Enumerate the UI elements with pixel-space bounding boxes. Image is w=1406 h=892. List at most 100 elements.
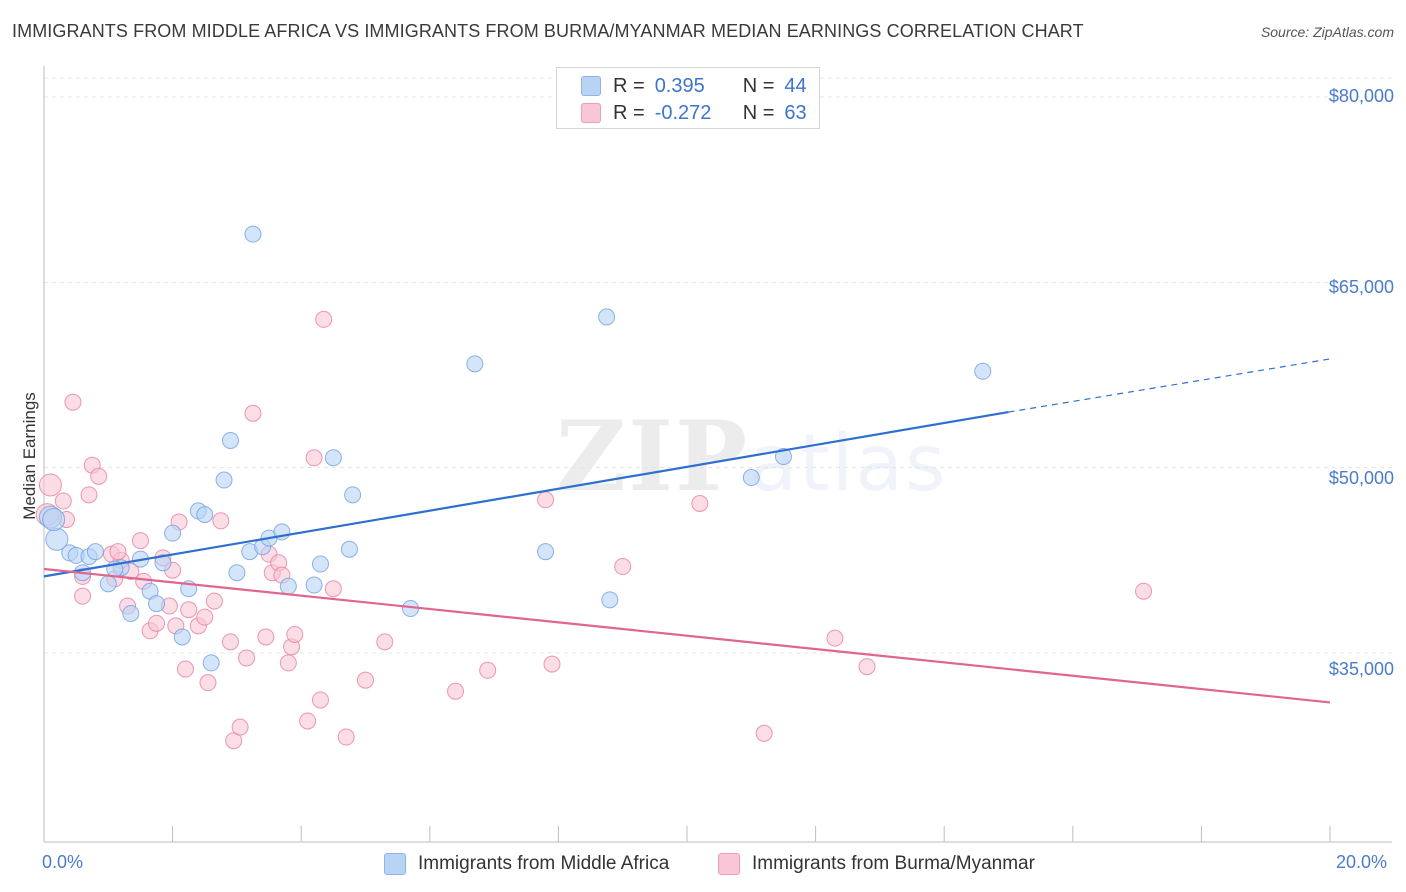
- series-legend-burma-myanmar: Immigrants from Burma/Myanmar: [718, 852, 1035, 876]
- trend-line-middle-africa-projection: [1008, 358, 1331, 413]
- data-point-burma-myanmar: [286, 625, 304, 643]
- data-point-burma-myanmar: [238, 649, 256, 667]
- data-point-burma-myanmar: [54, 492, 72, 510]
- legend-n-label: N =: [742, 74, 775, 97]
- chart-source: Source: ZipAtlas.com: [1260, 24, 1394, 40]
- series-legend-middle-africa: Immigrants from Middle Africa: [384, 852, 669, 876]
- data-point-middle-africa: [86, 543, 104, 561]
- data-point-burma-myanmar: [176, 660, 194, 678]
- trend-line-middle-africa: [43, 410, 1009, 578]
- data-point-middle-africa: [305, 576, 323, 594]
- data-point-burma-myanmar: [257, 628, 275, 646]
- data-point-burma-myanmar: [479, 661, 497, 679]
- data-point-middle-africa: [122, 604, 140, 622]
- data-point-middle-africa: [154, 554, 172, 572]
- data-point-burma-myanmar: [74, 587, 92, 605]
- data-point-middle-africa: [228, 564, 246, 582]
- data-point-burma-myanmar: [447, 682, 465, 700]
- legend-r-label: R =: [613, 74, 645, 97]
- data-point-middle-africa: [42, 508, 66, 532]
- data-point-burma-myanmar: [196, 608, 214, 626]
- series-legend-label: Immigrants from Burma/Myanmar: [752, 853, 1035, 874]
- data-point-middle-africa: [974, 362, 992, 380]
- data-point-burma-myanmar: [537, 491, 555, 509]
- correlation-legend: R = 0.395 N = 44 R = -0.272 N = 63: [556, 67, 820, 129]
- gridlines: [44, 77, 1392, 654]
- legend-swatch-pink: [581, 103, 601, 123]
- data-point-middle-africa: [340, 540, 358, 558]
- data-point-middle-africa: [221, 431, 239, 449]
- legend-r-value: -0.272: [654, 101, 712, 124]
- data-point-middle-africa: [148, 595, 166, 613]
- data-point-middle-africa: [202, 654, 220, 672]
- data-point-burma-myanmar: [324, 580, 342, 598]
- series-burma-myanmar: [35, 310, 1153, 750]
- y-axis-label: Median Earnings: [20, 392, 39, 520]
- data-point-burma-myanmar: [858, 658, 876, 676]
- data-point-middle-africa: [311, 555, 329, 573]
- data-point-burma-myanmar: [337, 728, 355, 746]
- y-tick-label: $65,000: [1328, 277, 1394, 297]
- data-point-middle-africa: [99, 575, 117, 593]
- y-tick-label: $35,000: [1328, 659, 1394, 679]
- data-point-burma-myanmar: [826, 629, 844, 647]
- data-point-middle-africa: [173, 628, 191, 646]
- series-swatch-blue: [384, 853, 406, 875]
- data-point-middle-africa: [466, 355, 484, 373]
- legend-n-label: N =: [742, 101, 775, 124]
- data-point-burma-myanmar: [109, 543, 127, 561]
- data-point-burma-myanmar: [543, 655, 561, 673]
- data-point-burma-myanmar: [311, 691, 329, 709]
- data-point-middle-africa: [601, 591, 619, 609]
- series-legend-label: Immigrants from Middle Africa: [418, 853, 670, 874]
- series-swatch-pink: [718, 853, 740, 875]
- data-point-burma-myanmar: [755, 724, 773, 742]
- x-tick-label-min: 0.0%: [42, 852, 84, 872]
- data-point-burma-myanmar: [357, 671, 374, 689]
- data-point-burma-myanmar: [244, 404, 262, 422]
- y-tick-label: $80,000: [1328, 86, 1394, 106]
- data-point-burma-myanmar: [225, 732, 243, 750]
- data-point-burma-myanmar: [614, 558, 632, 576]
- data-point-burma-myanmar: [205, 592, 223, 610]
- data-point-middle-africa: [742, 469, 760, 487]
- data-point-burma-myanmar: [80, 486, 98, 504]
- data-point-burma-myanmar: [315, 310, 333, 328]
- data-point-burma-myanmar: [279, 654, 297, 672]
- legend-n-value: 63: [784, 101, 807, 124]
- trend-lines: [43, 358, 1331, 704]
- data-point-burma-myanmar: [212, 512, 230, 530]
- legend-swatch-blue: [581, 76, 601, 96]
- data-point-burma-myanmar: [1135, 582, 1153, 600]
- x-axis: [43, 66, 1392, 843]
- data-point-middle-africa: [164, 524, 182, 542]
- data-point-middle-africa: [344, 486, 362, 504]
- data-point-middle-africa: [774, 448, 792, 466]
- legend-r-value: 0.395: [654, 74, 705, 97]
- data-point-burma-myanmar: [131, 532, 149, 550]
- data-point-burma-myanmar: [221, 633, 239, 651]
- y-tick-label: $50,000: [1328, 468, 1394, 488]
- data-point-burma-myanmar: [148, 614, 166, 632]
- data-point-burma-myanmar: [691, 494, 709, 512]
- watermark-zip: ZIP: [556, 400, 750, 513]
- data-point-middle-africa: [537, 543, 555, 561]
- data-point-middle-africa: [598, 308, 616, 326]
- data-point-burma-myanmar: [299, 712, 317, 730]
- watermark: ZIPatlas: [556, 400, 948, 513]
- data-point-middle-africa: [244, 225, 262, 243]
- legend-row-middle-africa: R = 0.395 N = 44: [581, 73, 807, 99]
- data-point-burma-myanmar: [90, 467, 108, 485]
- data-point-burma-myanmar: [231, 718, 249, 736]
- data-point-burma-myanmar: [376, 633, 394, 651]
- data-point-middle-africa: [215, 471, 233, 489]
- series-middle-africa: [38, 225, 992, 672]
- trend-line-burma-myanmar: [43, 567, 1331, 704]
- chart-title: IMMIGRANTS FROM MIDDLE AFRICA VS IMMIGRA…: [12, 21, 1084, 41]
- data-point-burma-myanmar: [38, 473, 62, 497]
- x-tick-label-max: 20.0%: [1336, 852, 1388, 872]
- data-point-burma-myanmar: [199, 674, 217, 692]
- legend-n-value: 44: [784, 74, 807, 97]
- data-point-burma-myanmar: [64, 393, 82, 411]
